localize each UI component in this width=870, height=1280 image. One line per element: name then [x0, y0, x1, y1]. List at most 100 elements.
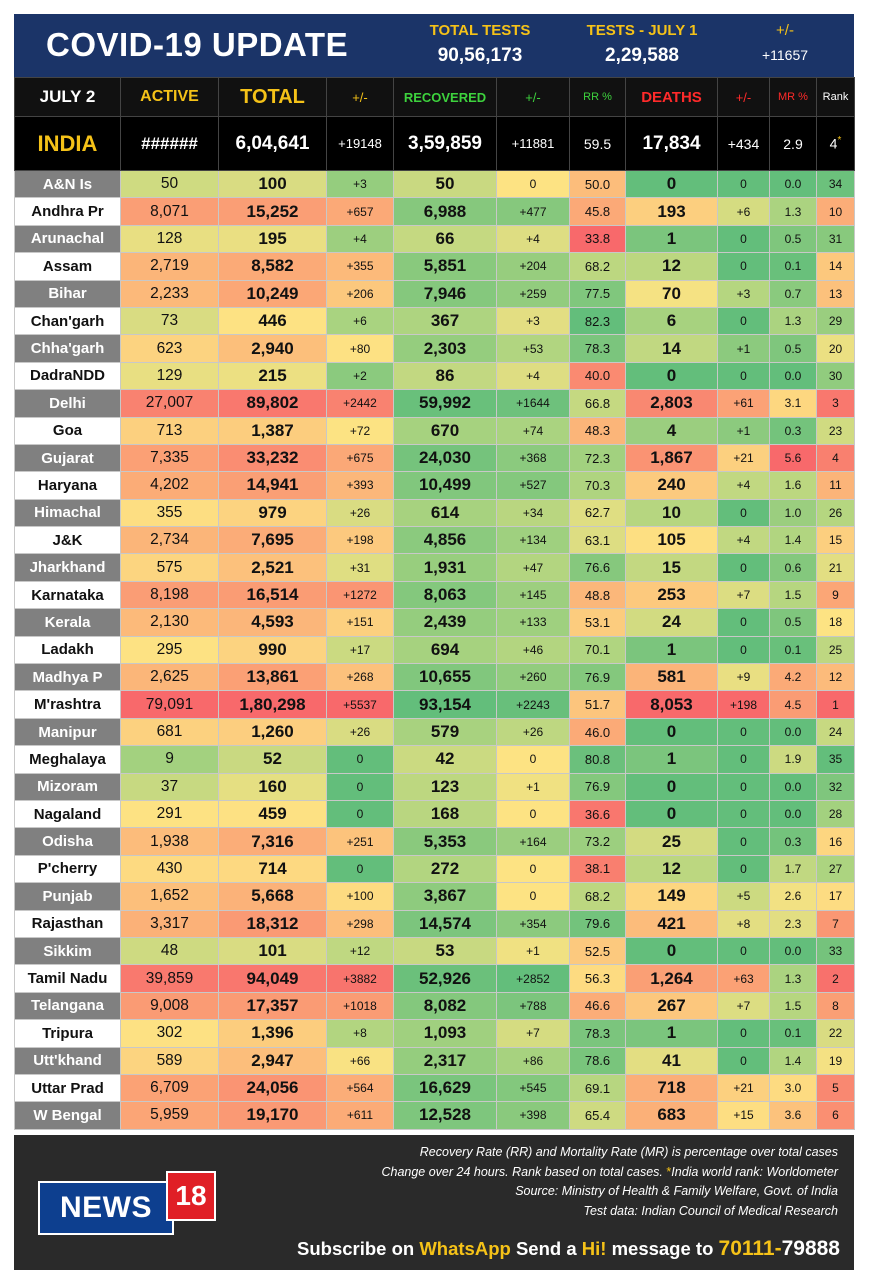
- footnote-source: Source: Ministry of Health & Family Welf…: [515, 1184, 838, 1198]
- cell-total: 1,260: [218, 717, 327, 747]
- cell-recovered: 24,030: [393, 443, 497, 473]
- cell-rank: 29: [816, 306, 855, 336]
- cell-active: 73: [120, 306, 219, 336]
- cell-total-change: +675: [326, 443, 394, 473]
- cell-name: Nagaland: [14, 799, 121, 829]
- cell-name: Karnataka: [14, 580, 121, 610]
- cell-deaths: 4: [625, 416, 718, 445]
- cell-recovered-change: +545: [496, 1073, 570, 1103]
- cell-mr: 0.1: [769, 1019, 817, 1048]
- cell-active: 9: [120, 745, 219, 774]
- cell-rank: 9: [816, 580, 855, 610]
- cell-rank: 34: [816, 169, 855, 199]
- cell-rank: 3: [816, 389, 855, 418]
- cell-total-change: +26: [326, 717, 394, 747]
- cell-name: P'cherry: [14, 854, 121, 884]
- cell-mr: 1.4: [769, 1046, 817, 1075]
- cell-deaths-change: +63: [717, 964, 770, 993]
- cell-active: 302: [120, 1019, 219, 1048]
- hi-text: Hi!: [581, 1238, 607, 1259]
- cell-rr: 68.2: [569, 882, 626, 911]
- cell-recovered-change: +86: [496, 1046, 570, 1075]
- cell-deaths-change: +7: [717, 991, 770, 1021]
- cell-deaths-change: +7: [717, 580, 770, 610]
- cell-rr: 69.1: [569, 1073, 626, 1103]
- cell-mr: 1.4: [769, 526, 817, 555]
- footnote-rank-text: India world rank: Worldometer: [671, 1164, 838, 1179]
- tests-day-box: TESTS - JULY 1 2,29,588: [582, 22, 702, 67]
- cell-total: 100: [218, 169, 327, 199]
- cell-recovered: 694: [393, 635, 497, 665]
- cell-recovered: 2,303: [393, 334, 497, 363]
- cell-recovered: 14,574: [393, 909, 497, 938]
- state-row: Arunachal 128 195 +4 66 +4 33.8 1 0 0.5 31: [14, 224, 855, 254]
- cell-total: 14,941: [218, 471, 327, 500]
- cell-name: Tamil Nadu: [14, 964, 121, 993]
- whatsapp-text: WhatsApp: [419, 1238, 511, 1259]
- cell-recovered-change: 0: [496, 882, 570, 911]
- cell-rank: 15: [816, 526, 855, 555]
- cell-deaths-change: +1: [717, 334, 770, 363]
- cell-total: 24,056: [218, 1073, 327, 1103]
- cell-rr: 36.6: [569, 799, 626, 829]
- india-mr: 2.9: [769, 116, 817, 171]
- cell-active: 2,734: [120, 526, 219, 555]
- cell-rr: 62.7: [569, 498, 626, 528]
- cell-total-change: 0: [326, 799, 394, 829]
- cell-total: 15,252: [218, 197, 327, 226]
- cell-rr: 45.8: [569, 197, 626, 226]
- cell-recovered-change: +788: [496, 991, 570, 1021]
- cell-mr: 1.3: [769, 197, 817, 226]
- cell-active: 2,625: [120, 663, 219, 692]
- cell-recovered-change: +26: [496, 717, 570, 747]
- state-row: DadraNDD 129 215 +2 86 +4 40.0 0 0 0.0 30: [14, 361, 855, 391]
- india-label: INDIA: [14, 116, 121, 171]
- cell-rr: 46.6: [569, 991, 626, 1021]
- cell-rr: 40.0: [569, 361, 626, 391]
- cell-total: 1,396: [218, 1019, 327, 1048]
- cell-rank: 21: [816, 553, 855, 582]
- cell-name: Manipur: [14, 717, 121, 747]
- cell-mr: 0.0: [769, 936, 817, 966]
- cell-rr: 68.2: [569, 252, 626, 281]
- cell-recovered: 86: [393, 361, 497, 391]
- cell-recovered: 5,851: [393, 252, 497, 281]
- recovered-change-header: +/-: [496, 77, 570, 117]
- state-data-table: JULY 2 ACTIVE TOTAL +/- RECOVERED +/- RR…: [14, 77, 855, 1130]
- cell-recovered-change: +74: [496, 416, 570, 445]
- state-row: P'cherry 430 714 0 272 0 38.1 12 0 1.7 27: [14, 854, 855, 884]
- cell-name: Arunachal: [14, 224, 121, 254]
- cell-active: 8,071: [120, 197, 219, 226]
- cell-active: 39,859: [120, 964, 219, 993]
- cell-deaths: 25: [625, 827, 718, 856]
- cell-mr: 3.1: [769, 389, 817, 418]
- cell-total-change: 0: [326, 854, 394, 884]
- cell-rank: 16: [816, 827, 855, 856]
- cell-deaths: 41: [625, 1046, 718, 1075]
- cell-rank: 25: [816, 635, 855, 665]
- cell-mr: 0.1: [769, 252, 817, 281]
- cell-deaths: 1,867: [625, 443, 718, 473]
- cell-rank: 1: [816, 690, 855, 719]
- cell-active: 37: [120, 772, 219, 801]
- state-row: Chha'garh 623 2,940 +80 2,303 +53 78.3 14 +1 0.5 2…: [14, 334, 855, 363]
- cell-name: Chha'garh: [14, 334, 121, 363]
- cell-deaths-change: +4: [717, 526, 770, 555]
- cell-recovered-change: +133: [496, 608, 570, 637]
- state-row: Madhya P 2,625 13,861 +268 10,655 +260 76.9 581…: [14, 663, 855, 692]
- cell-total-change: +3: [326, 169, 394, 199]
- cell-total: 16,514: [218, 580, 327, 610]
- cell-active: 7,335: [120, 443, 219, 473]
- cell-mr: 3.6: [769, 1101, 817, 1130]
- state-row: Sikkim 48 101 +12 53 +1 52.5 0 0 0.0 33: [14, 936, 855, 966]
- cell-rr: 72.3: [569, 443, 626, 473]
- cell-rank: 22: [816, 1019, 855, 1048]
- cell-rr: 80.8: [569, 745, 626, 774]
- cell-deaths-change: 0: [717, 169, 770, 199]
- cell-name: Himachal: [14, 498, 121, 528]
- cell-mr: 1.9: [769, 745, 817, 774]
- cell-deaths: 6: [625, 306, 718, 336]
- cell-recovered-change: +7: [496, 1019, 570, 1048]
- cell-rank: 18: [816, 608, 855, 637]
- cell-deaths-change: 0: [717, 306, 770, 336]
